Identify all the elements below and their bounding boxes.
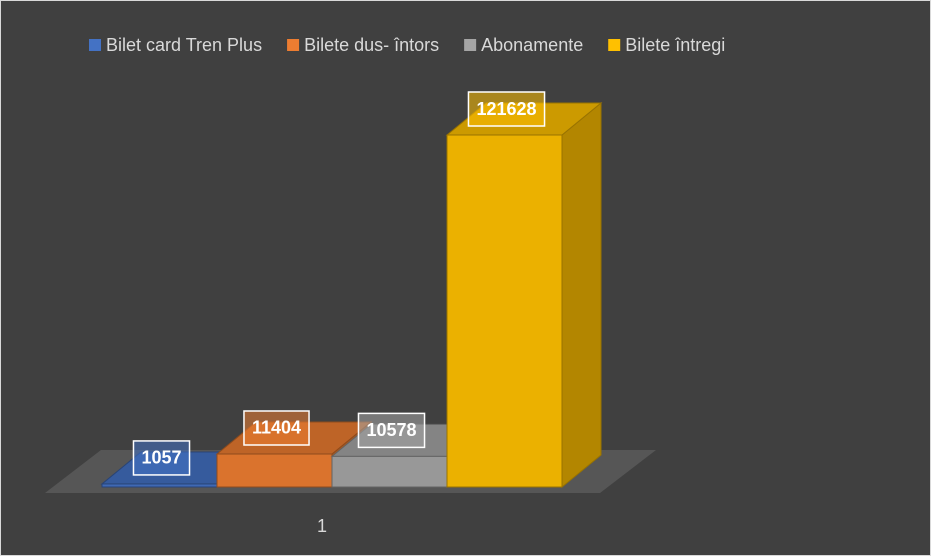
bar-front bbox=[216, 453, 333, 488]
legend-swatch bbox=[287, 39, 300, 51]
data-label-box bbox=[467, 91, 546, 127]
bar-front bbox=[446, 134, 563, 488]
legend-swatch bbox=[464, 39, 477, 51]
data-label: 11404 bbox=[252, 418, 301, 438]
legend-label: Abonamente bbox=[481, 35, 583, 55]
legend-label: Bilete dus- întors bbox=[304, 35, 439, 55]
data-label: 121628 bbox=[476, 99, 536, 119]
legend-label: Bilete întregi bbox=[625, 35, 725, 55]
data-label: 1057 bbox=[141, 448, 181, 468]
x-tick-label: 1 bbox=[317, 516, 327, 536]
data-label-box bbox=[357, 412, 426, 449]
data-label: 10578 bbox=[366, 420, 416, 440]
data-label-box bbox=[243, 410, 310, 446]
legend-swatch bbox=[608, 39, 621, 51]
bar-front bbox=[101, 483, 218, 488]
data-label-box bbox=[132, 440, 191, 476]
bar-front bbox=[331, 455, 448, 488]
legend-swatch bbox=[89, 39, 101, 51]
bar bbox=[445, 101, 603, 489]
legend-label: Bilet card Tren Plus bbox=[106, 35, 262, 55]
bar-side bbox=[561, 101, 602, 489]
